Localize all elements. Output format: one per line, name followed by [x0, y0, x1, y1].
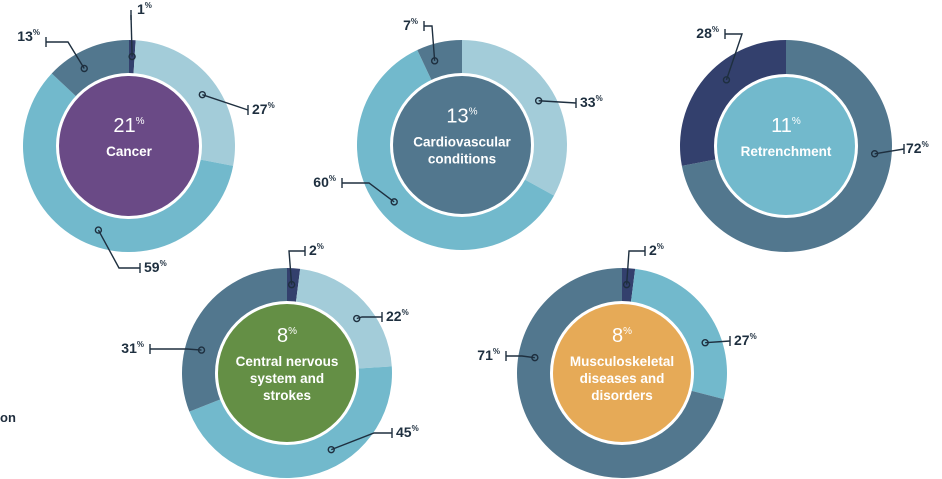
donut-slice-45	[189, 366, 393, 479]
leader-line	[874, 148, 905, 155]
leader-line	[356, 316, 382, 320]
slice-value-label: 22%	[386, 308, 409, 324]
slice-value-label: 72%	[906, 140, 929, 156]
leader-line	[150, 348, 202, 351]
center-label-line: strokes	[263, 388, 311, 403]
leader-line	[705, 340, 731, 344]
donut-slice-71	[517, 268, 724, 479]
slice-value-label: 71%	[477, 347, 500, 363]
leader-anchor-dot	[390, 198, 398, 206]
leader-anchor-dot	[198, 90, 207, 99]
leader-line	[97, 229, 140, 269]
leader-anchor-dot	[430, 57, 439, 65]
donut-slice-27	[630, 268, 728, 400]
center-label-line: Central nervous	[236, 354, 339, 369]
slice-value-label: 59%	[144, 259, 167, 275]
donut-slice-59	[22, 73, 234, 252]
leader-anchor-dot	[94, 226, 103, 234]
leader-anchor-dot	[353, 314, 361, 323]
leader-anchor-dot	[80, 64, 88, 73]
donut-slice-13	[51, 40, 129, 98]
leader-line	[46, 41, 85, 69]
donut-slice-72	[681, 40, 892, 252]
donut-slice-27	[133, 40, 235, 166]
slice-value-label: 27%	[734, 332, 757, 348]
center-disc	[59, 76, 199, 216]
slice-value-label: 2%	[309, 242, 324, 258]
slice-value-label: 13%	[17, 28, 40, 44]
leader-anchor-dot	[327, 445, 335, 454]
slice-value-label: 1%	[137, 1, 152, 17]
center-label-line: conditions	[428, 152, 496, 167]
slice-value-label: 33%	[580, 94, 603, 110]
donut-slice-28	[680, 40, 786, 166]
donut-slice-22	[295, 268, 392, 369]
center-label-line: diseases and	[580, 371, 665, 386]
leader-anchor-dot	[701, 339, 709, 347]
slice-value-label: 31%	[121, 340, 144, 356]
leader-anchor-dot	[622, 280, 631, 289]
leader-line	[130, 14, 133, 57]
leader-line	[342, 182, 395, 203]
center-disc	[393, 76, 531, 214]
leader-anchor-dot	[128, 52, 136, 61]
slice-value-label: 28%	[696, 25, 719, 41]
center-label-line: disorders	[591, 388, 653, 403]
donut-slice-31	[181, 268, 287, 412]
center-disc	[218, 304, 356, 442]
leader-line	[330, 432, 392, 451]
leader-line	[725, 33, 743, 81]
leader-anchor-dot	[531, 353, 539, 362]
cropped-text-fragment: on	[0, 410, 16, 425]
donut-slice-2	[622, 268, 636, 304]
slice-value-label: 60%	[313, 174, 336, 190]
slice-value-label: 27%	[252, 101, 275, 117]
leader-anchor-dot	[197, 346, 206, 354]
leader-line	[506, 355, 535, 359]
center-disc	[717, 77, 855, 215]
center-label-line: system and	[250, 371, 324, 386]
leader-anchor-dot	[722, 76, 731, 84]
leader-line	[288, 250, 305, 285]
center-disc	[553, 304, 691, 442]
leader-line	[625, 250, 645, 285]
leader-anchor-dot	[534, 97, 543, 105]
leader-line	[202, 94, 249, 111]
center-label-line: Cardiovascular	[413, 135, 511, 150]
center-label-line: Musculoskeletal	[570, 354, 674, 369]
leader-anchor-dot	[870, 150, 879, 158]
leader-line	[424, 25, 436, 61]
slice-value-label: 45%	[396, 424, 419, 440]
donut-slice-2	[287, 268, 301, 304]
center-label-line: Retrenchment	[741, 144, 832, 159]
donut-chart-3: 11%Retrenchment 72%28%	[680, 25, 929, 252]
slice-value-label: 7%	[403, 17, 418, 33]
leader-anchor-dot	[287, 280, 296, 289]
center-label-line: Cancer	[106, 144, 153, 159]
donut-slice-7	[417, 40, 462, 82]
leader-line	[538, 100, 577, 104]
slice-value-label: 2%	[649, 242, 664, 258]
donut-slice-1	[129, 40, 136, 76]
